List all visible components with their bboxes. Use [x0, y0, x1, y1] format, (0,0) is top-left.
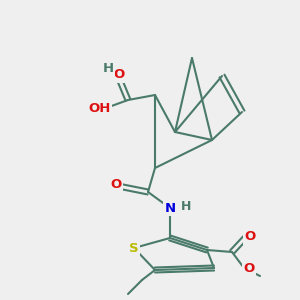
Text: H: H	[181, 200, 191, 214]
Text: S: S	[129, 242, 139, 254]
Text: N: N	[164, 202, 175, 214]
Text: OH: OH	[89, 101, 111, 115]
Text: O: O	[243, 262, 255, 275]
Text: O: O	[110, 178, 122, 191]
Text: H: H	[102, 61, 114, 74]
Text: O: O	[244, 230, 256, 244]
Text: O: O	[113, 68, 124, 82]
